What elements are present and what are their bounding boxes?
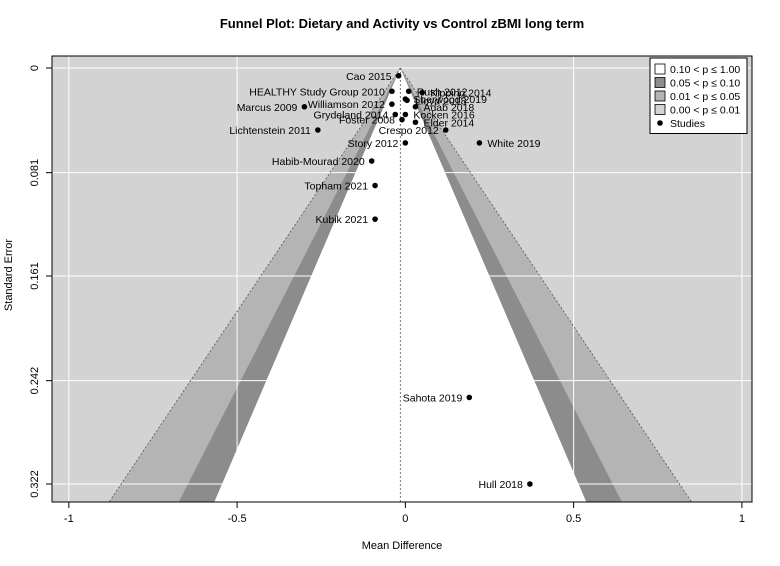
funnel-edge: [108, 67, 401, 503]
funnel-boundary-lines: [108, 67, 692, 503]
study-point: [402, 111, 409, 118]
study-label: Kipping 2014: [430, 88, 491, 100]
study-point: [442, 127, 449, 133]
study-point: [389, 101, 395, 107]
chart-title: Funnel Plot: Dietary and Activity vs Con…: [220, 16, 584, 31]
study-point: [399, 116, 405, 123]
study-label: Rush 2012: [417, 86, 468, 98]
study-point: [412, 119, 419, 126]
x-axis: -1 -0.5 0 0.5 1: [64, 501, 745, 525]
study-label: Williamson 2012: [308, 99, 385, 111]
y-tick-label: 0: [29, 65, 41, 71]
study-point: [527, 481, 533, 487]
study-point: [466, 394, 473, 401]
study-point: [405, 88, 412, 95]
legend-label: 0.00 < p ≤ 0.01: [670, 105, 740, 117]
study-points: [301, 72, 533, 487]
legend-swatch: [654, 77, 666, 88]
funnel-edge: [399, 67, 692, 503]
grid-lines: [52, 56, 752, 502]
y-axis-label: Standard Error: [3, 239, 15, 311]
study-label: Marcus 2009: [237, 102, 298, 114]
study-label: Topham 2021: [304, 181, 368, 193]
study-point: [412, 103, 419, 110]
study-label: Lichtenstein 2011: [229, 125, 311, 137]
study-point: [404, 97, 410, 104]
study-labels: Cao 2015 Rush 2012 HEALTHY Study Group 201…: [229, 71, 540, 491]
legend-label: 0.10 < p ≤ 1.00: [670, 64, 740, 76]
legend: 0.10 < p ≤ 1.00 0.05 < p ≤ 0.100.01 < p ≤…: [649, 57, 748, 134]
x-tick-label: 0: [402, 513, 408, 525]
x-tick-label: -0.5: [228, 513, 247, 525]
study-point: [392, 111, 399, 118]
legend-label: 0.05 < p ≤ 0.10: [670, 78, 740, 90]
study-label: Grydeland 2014: [314, 110, 389, 122]
study-point: [476, 140, 483, 146]
study-point: [395, 72, 402, 79]
study-label: Foster 2008: [339, 115, 395, 127]
legend-swatch: [654, 90, 666, 102]
study-point: [315, 127, 321, 133]
study-point: [372, 216, 378, 222]
legend-marker: [657, 120, 663, 126]
study-point: [419, 89, 425, 96]
study-label: Habib-Mourad 2020: [272, 156, 365, 168]
study-label: White 2019: [487, 138, 540, 150]
y-tick-label: 0.242: [29, 367, 41, 395]
study-label: Kubik 2021: [316, 214, 369, 226]
legend-swatch: [654, 104, 666, 115]
study-point: [368, 158, 375, 164]
study-label: Cao 2015: [346, 71, 392, 83]
y-tick-label: 0.161: [29, 262, 41, 290]
legend-swatch: [654, 63, 666, 75]
study-point: [402, 140, 409, 146]
study-point: [372, 182, 378, 189]
study-label: HEALTHY Study Group 2010: [249, 86, 385, 98]
study-label: Crespo 2012: [379, 125, 439, 137]
study-label: Lloyd 2018: [415, 95, 467, 107]
x-tick-label: 1: [739, 513, 745, 525]
study-point: [301, 103, 308, 110]
y-axis: 0 0.081 0.161 0.242 0.322: [29, 65, 53, 498]
study-label: Adab 2018: [423, 102, 474, 114]
x-axis-label: Mean Difference: [362, 540, 443, 552]
study-label: Kocken 2016: [413, 110, 474, 122]
x-tick-label: 0.5: [566, 513, 581, 525]
legend-box: [649, 57, 748, 134]
x-tick-label: -1: [64, 513, 74, 525]
study-label: Sherwood 2019: [413, 94, 487, 106]
plot-area: Cao 2015 Rush 2012 HEALTHY Study Group 201…: [51, 55, 753, 503]
legend-label: Studies: [670, 118, 705, 130]
legend-label: 0.01 < p ≤ 0.05: [670, 91, 740, 103]
study-label: Hull 2018: [479, 479, 524, 491]
y-tick-label: 0.081: [29, 159, 41, 187]
study-label: Sahota 2019: [403, 392, 463, 404]
study-point: [389, 88, 395, 95]
study-label: Story 2012: [348, 138, 399, 150]
y-tick-label: 0.322: [29, 470, 41, 498]
study-label: Elder 2014: [423, 117, 474, 129]
